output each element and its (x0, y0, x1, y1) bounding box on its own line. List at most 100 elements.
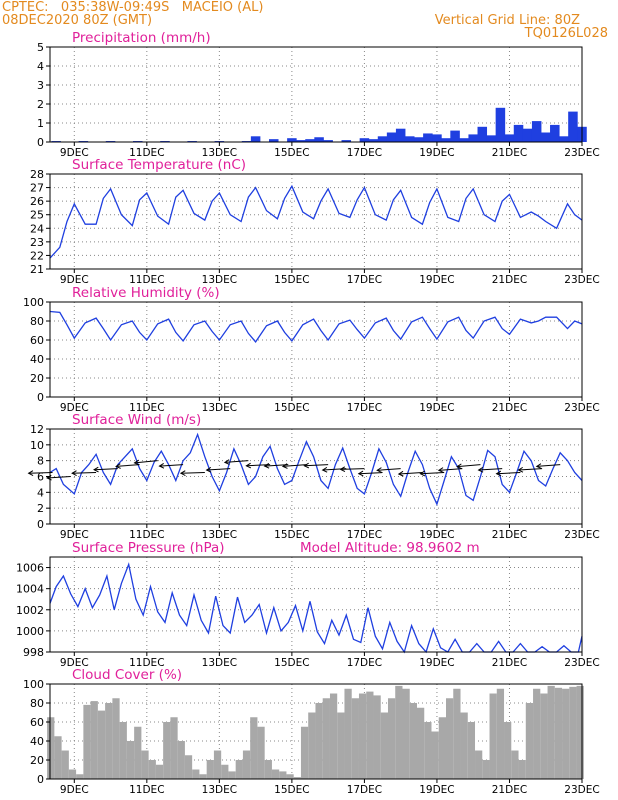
humidity-xtick-label: 15DEC (274, 402, 309, 414)
pressure-xtick-label: 17DEC (347, 657, 382, 669)
wind-title: Surface Wind (m/s) (72, 412, 201, 428)
wind-vector-shaft (116, 464, 140, 467)
precip-bar (513, 124, 524, 142)
wind-vector-arrow (517, 466, 543, 473)
cloud-bar (105, 703, 113, 779)
precip-bar (477, 126, 488, 142)
wind-ytick-label: 12 (30, 423, 44, 436)
cloud-bar (576, 685, 584, 779)
precip-panel: 0 1 2 3 4 5 9DEC 11DEC 13DEC 15DEC 17DEC 19DEC 21DEC… (37, 30, 600, 159)
wind-vector-head (397, 470, 404, 477)
temperature-xtick-label: 13DEC (202, 274, 237, 286)
cloud-bar (61, 750, 69, 779)
cloud-bar (496, 688, 505, 779)
cloud-bar (163, 722, 171, 779)
cloud-bar (511, 750, 519, 779)
cloud-bar (475, 750, 483, 779)
wind-vector-shaft (398, 472, 423, 475)
wind-vector-shaft (72, 472, 97, 474)
precip-bar (568, 111, 578, 142)
cloud-bar (293, 777, 301, 779)
pressure-ytick-label: 998 (23, 646, 44, 659)
precip-bar (540, 132, 551, 142)
precip-bar (250, 136, 261, 142)
cloud-xtick-label: 11DEC (129, 784, 164, 796)
pressure-series-line (49, 562, 583, 654)
cloud-bar (90, 701, 98, 779)
cloud-xtick-label: 19DEC (419, 784, 454, 796)
humidity-xtick-label: 23DEC (564, 402, 599, 414)
wind-vector-head (437, 467, 444, 473)
precip-bar (287, 138, 297, 142)
cloud-xtick-label: 9DEC (60, 784, 89, 796)
cloud-bar (286, 774, 294, 779)
cloud-xtick-label: 15DEC (274, 784, 309, 796)
wind-vector-head (27, 470, 34, 476)
precip-xtick-label: 21DEC (492, 147, 527, 159)
cloud-bar (569, 686, 577, 779)
wind-vector-shaft (496, 472, 521, 475)
wind-vector-head (281, 463, 288, 469)
wind-vector-arrow (376, 467, 401, 473)
wind-vector-arrow (477, 466, 503, 473)
cloud-bar (112, 698, 120, 779)
wind-vector-shaft (180, 472, 205, 474)
wind-vector-arrow (397, 470, 423, 477)
wind-vector-arrow (437, 467, 463, 473)
wind-series-line (49, 432, 583, 507)
wind-vector-head (115, 463, 121, 469)
wind-vector-head (133, 459, 140, 466)
cloud-bar (504, 722, 512, 779)
precip-bar (450, 130, 460, 142)
humidity-ytick-label: 80 (30, 315, 44, 328)
humidity-xtick-label: 13DEC (202, 402, 237, 414)
precip-xtick-label: 13DEC (202, 147, 237, 159)
wind-vector-head (477, 466, 484, 473)
wind-xtick-label: 23DEC (564, 529, 599, 541)
cloud-bar (141, 750, 149, 779)
cloud-bar (250, 717, 258, 779)
cloud-bar (76, 774, 84, 779)
cloud-bar (134, 726, 142, 779)
precip-xtick-label: 17DEC (347, 147, 382, 159)
cloud-bar (199, 774, 207, 779)
wind-vector-shaft (206, 468, 231, 471)
cloud-ytick-label: 40 (30, 735, 44, 748)
wind-vector-shaft (536, 464, 561, 467)
cloud-bar (453, 688, 461, 779)
wind-vector-head (263, 462, 270, 469)
temperature-xtick-label: 21DEC (492, 274, 527, 286)
pressure-xtick-label: 21DEC (492, 657, 527, 669)
cloud-bar (184, 755, 193, 779)
cloud-bar (213, 750, 222, 779)
wind-vector-head (158, 462, 165, 469)
cloud-frame (49, 683, 583, 780)
pressure-ytick-label: 1004 (16, 583, 44, 596)
wind-vector-arrow (179, 470, 205, 476)
pressure-panel: 998 1000 1002 1004 1006 9DEC 11DEC 13DEC 15DEC 17… (16, 540, 600, 669)
wind-vector-shaft (438, 468, 463, 471)
cloud-bar (562, 688, 570, 779)
cloud-bar (177, 741, 185, 779)
cloud-ytick-label: 80 (30, 697, 44, 710)
cloud-ytick-label: 100 (23, 678, 44, 691)
precip-bar (531, 121, 542, 142)
cloud-bar (482, 760, 490, 779)
wind-vector-shaft (304, 464, 329, 467)
cloud-bar (351, 698, 359, 779)
wind-vector-arrow (93, 466, 118, 473)
wind-vector-shaft (159, 464, 184, 467)
precip-xtick-label: 9DEC (60, 147, 89, 159)
pressure-frame (49, 556, 583, 653)
cloud-bar (308, 712, 316, 779)
precip-bar (459, 138, 469, 142)
wind-vector-head (321, 466, 328, 473)
wind-vector-head (517, 466, 524, 473)
temperature-ytick-label: 22 (30, 249, 44, 262)
precip-bar (432, 134, 442, 142)
temperature-ytick-label: 23 (30, 236, 44, 249)
cloud-bar (525, 703, 534, 779)
pressure-annotation: Model Altitude: 98.9602 m (300, 540, 480, 556)
cloud-bar (424, 722, 432, 779)
